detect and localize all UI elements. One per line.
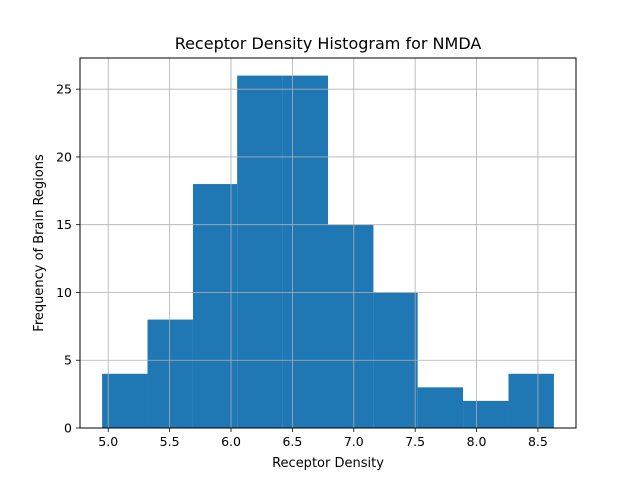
y-axis-label: Frequency of Brain Regions: [32, 154, 47, 332]
y-tick-label-2: 5: [64, 353, 72, 368]
x-tick-label-6: 7.5: [405, 434, 425, 449]
histogram-bar-8: [417, 387, 464, 428]
y-tick-label-1: 0: [64, 421, 72, 436]
plot-area-frame: [79, 57, 577, 429]
axis-ticks: 5.0 5.5 6.0 6.5 7.0 7.5 8.0 8.5 0 5 10 15 20 25: [56, 82, 548, 449]
y-tick-label-6: 25: [56, 82, 72, 97]
histogram-bar-9: [463, 400, 509, 428]
y-tick-label-5: 20: [56, 149, 72, 164]
histogram-bar-3: [192, 184, 238, 428]
x-axis-label: Receptor Density: [272, 456, 384, 471]
histogram-bar-5: [282, 75, 328, 428]
histogram-bar-1: [102, 373, 148, 428]
x-tick-label-4: 6.5: [282, 434, 302, 449]
histogram-bar-6: [328, 224, 374, 428]
x-tick-label-3: 6.0: [221, 434, 241, 449]
x-tick-label-7: 8.0: [467, 434, 487, 449]
histogram-bars: [102, 75, 554, 428]
histogram-bar-2: [147, 319, 193, 428]
x-tick-label-1: 5.0: [98, 434, 118, 449]
histogram-bar-4: [237, 75, 283, 428]
chart-title: Receptor Density Histogram for NMDA: [175, 34, 482, 53]
x-tick-label-2: 5.5: [160, 434, 180, 449]
y-tick-label-3: 10: [56, 285, 72, 300]
histogram-bar-10: [508, 373, 554, 428]
x-tick-label-5: 7.0: [344, 434, 364, 449]
x-tick-label-8: 8.5: [528, 434, 548, 449]
y-tick-label-4: 15: [56, 217, 72, 232]
